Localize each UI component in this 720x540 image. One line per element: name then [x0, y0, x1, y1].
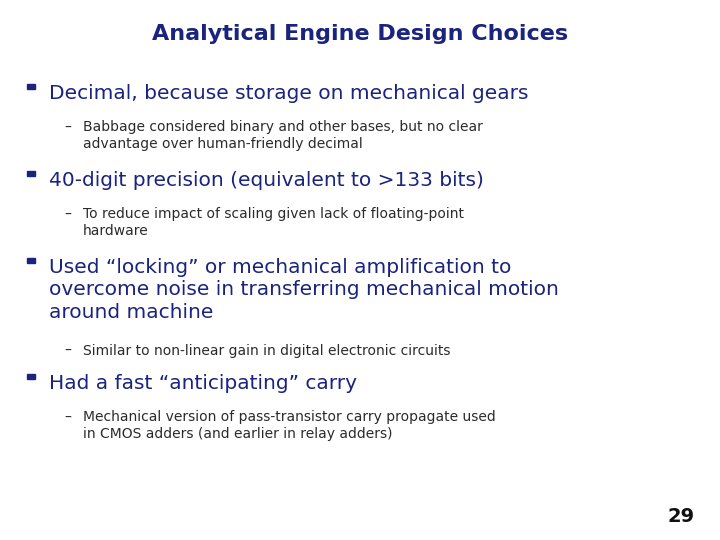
Text: 29: 29 [667, 508, 695, 526]
Text: –: – [65, 410, 72, 424]
Text: –: – [65, 120, 72, 134]
Text: Mechanical version of pass-transistor carry propagate used
in CMOS adders (and e: Mechanical version of pass-transistor ca… [83, 410, 495, 441]
Text: –: – [65, 344, 72, 358]
FancyBboxPatch shape [27, 374, 35, 379]
Text: –: – [65, 207, 72, 221]
FancyBboxPatch shape [27, 171, 35, 176]
Text: Similar to non-linear gain in digital electronic circuits: Similar to non-linear gain in digital el… [83, 344, 450, 358]
Text: Had a fast “anticipating” carry: Had a fast “anticipating” carry [49, 374, 357, 393]
FancyBboxPatch shape [27, 258, 35, 263]
Text: To reduce impact of scaling given lack of floating-point
hardware: To reduce impact of scaling given lack o… [83, 207, 464, 238]
Text: Used “locking” or mechanical amplification to
overcome noise in transferring mec: Used “locking” or mechanical amplificati… [49, 258, 559, 322]
Text: Babbage considered binary and other bases, but no clear
advantage over human-fri: Babbage considered binary and other base… [83, 120, 482, 151]
Text: Decimal, because storage on mechanical gears: Decimal, because storage on mechanical g… [49, 84, 528, 103]
Text: Analytical Engine Design Choices: Analytical Engine Design Choices [152, 24, 568, 44]
Text: 40-digit precision (equivalent to >133 bits): 40-digit precision (equivalent to >133 b… [49, 171, 484, 190]
FancyBboxPatch shape [27, 84, 35, 89]
